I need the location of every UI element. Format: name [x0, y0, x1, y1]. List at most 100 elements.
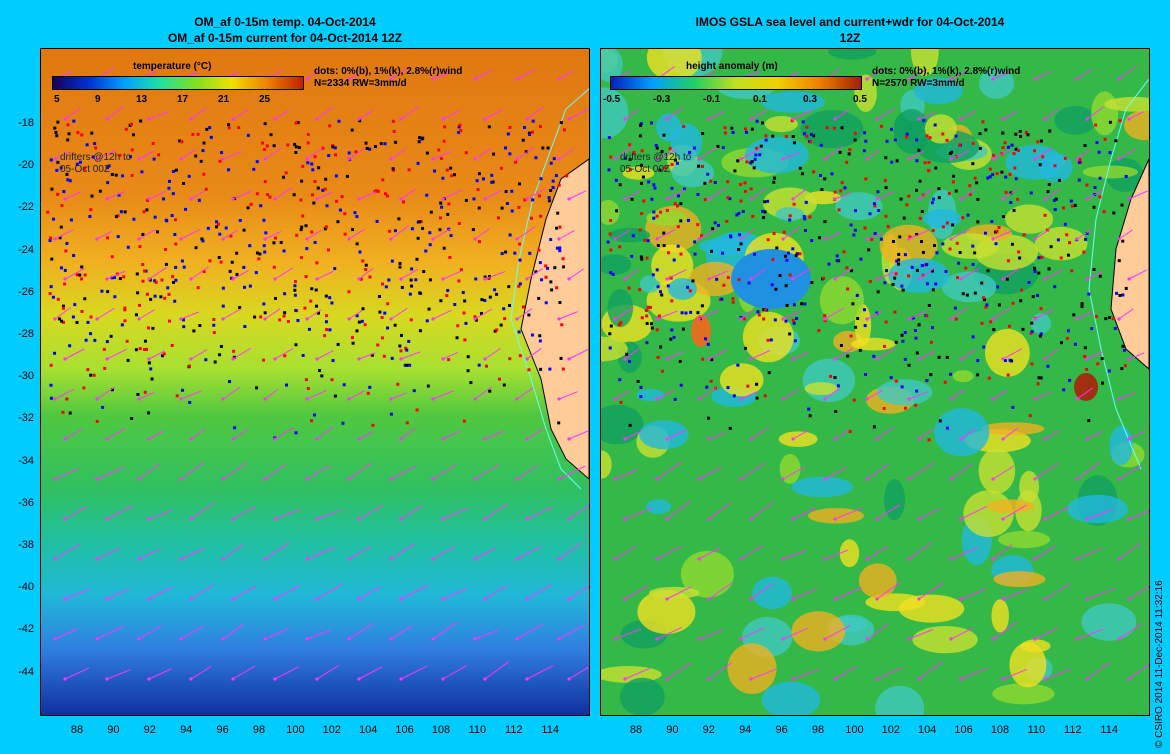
- drifter-dot: [830, 172, 834, 176]
- wind-vector-dot: [305, 317, 309, 321]
- drifter-dot: [618, 183, 622, 187]
- drifter-dot: [146, 198, 150, 202]
- drifter-dot: [429, 210, 433, 214]
- drifter-dot: [116, 214, 120, 218]
- drifter-dot: [202, 141, 206, 145]
- drifter-dot: [294, 121, 298, 125]
- drifter-dot: [1048, 129, 1052, 133]
- wind-vector: [180, 462, 204, 480]
- wind-vector-dot: [431, 237, 435, 241]
- drifter-dot: [63, 282, 67, 286]
- temperature-map[interactable]: [40, 48, 590, 716]
- drifter-dot: [80, 309, 84, 313]
- wind-vector: [792, 507, 817, 520]
- copyright-text: © CSIRO 2014 11-Dec-2014 11:32:16: [1154, 580, 1165, 748]
- drifter-dot: [929, 373, 933, 377]
- drifter-dot: [665, 208, 669, 212]
- drifter-dot: [1008, 324, 1012, 328]
- wind-vector-dot: [431, 157, 435, 161]
- drifter-dot: [518, 182, 522, 186]
- drifter-dot: [66, 178, 70, 182]
- wind-vector-dot: [991, 477, 995, 481]
- drifter-dot: [218, 159, 222, 163]
- drifter-dot: [713, 180, 717, 184]
- wind-vector-dot: [791, 517, 795, 521]
- drifter-dot: [784, 135, 788, 139]
- wind-vector-dot: [655, 557, 659, 561]
- wind-vector-dot: [1001, 197, 1005, 201]
- wind-vector: [148, 110, 170, 120]
- drifter-dot: [93, 338, 97, 342]
- drifter-dot: [927, 160, 931, 164]
- drifter-dot: [1112, 211, 1116, 215]
- wind-vector-dot: [917, 117, 921, 121]
- drifter-dot: [670, 186, 674, 190]
- drifter-dot: [342, 383, 346, 387]
- drifter-dot: [394, 140, 398, 144]
- drifter-dot: [558, 225, 562, 229]
- drifter-dot: [551, 186, 555, 190]
- drifter-dot: [677, 194, 681, 198]
- drifter-dot: [835, 254, 839, 258]
- drifter-dot: [246, 206, 250, 210]
- drifter-dot: [540, 278, 544, 282]
- drifter-dot: [138, 347, 142, 351]
- wind-vector: [834, 109, 850, 120]
- drifter-dot: [235, 251, 239, 255]
- ssh-anomaly-blob: [1074, 373, 1098, 401]
- drifter-dot: [721, 251, 725, 255]
- wind-vector: [792, 588, 817, 600]
- wind-vector: [400, 351, 421, 360]
- drifter-dot: [639, 255, 643, 259]
- drifter-dot: [1036, 140, 1040, 144]
- drifter-dot: [310, 419, 314, 423]
- drifter-dot: [1053, 208, 1057, 212]
- wind-vector: [624, 189, 642, 200]
- wind-vector-dot: [823, 317, 827, 321]
- drifter-dot: [1033, 270, 1037, 274]
- drifter-dot: [562, 128, 566, 132]
- drifter-dot: [933, 244, 937, 248]
- sea-level-map[interactable]: [600, 48, 1150, 716]
- drifter-dot: [518, 258, 522, 262]
- drifter-dot: [983, 298, 987, 302]
- wind-vector: [666, 189, 686, 200]
- drifter-dot: [162, 197, 166, 201]
- drifter-dot: [606, 240, 610, 244]
- drifter-dot: [843, 186, 847, 190]
- drifter-dot: [784, 284, 788, 288]
- wind-vector: [516, 464, 538, 480]
- drifter-dot: [1053, 164, 1057, 168]
- wind-vector: [950, 228, 971, 240]
- drifter-dot: [401, 200, 405, 204]
- drifter-dot: [707, 416, 711, 420]
- drifter-dot: [350, 336, 354, 340]
- drifter-dot: [1123, 364, 1127, 368]
- drifter-dot: [1037, 271, 1041, 275]
- drifter-dot: [447, 227, 451, 231]
- drifter-dot: [404, 346, 408, 350]
- wind-vector: [918, 428, 934, 440]
- drifter-dot: [353, 211, 357, 215]
- drifter-dot: [457, 221, 461, 225]
- drifter-dot: [194, 246, 198, 250]
- drifter-dot: [938, 419, 942, 423]
- wind-vector: [1034, 228, 1050, 240]
- drifter-dot: [518, 282, 522, 286]
- drifter-dot: [75, 162, 79, 166]
- drifter-dot: [840, 181, 844, 185]
- drifter-dot: [78, 160, 82, 164]
- wind-vector: [908, 542, 932, 560]
- drifter-dot: [293, 293, 297, 297]
- wind-vector-dot: [525, 677, 529, 681]
- drifter-dot: [187, 174, 191, 178]
- wind-vector-dot: [221, 157, 225, 161]
- drifter-dot: [630, 254, 634, 258]
- drifter-dot: [549, 280, 553, 284]
- drifter-dot: [538, 261, 542, 265]
- ssh-anomaly-blob: [875, 685, 925, 715]
- drifter-dot: [141, 232, 145, 236]
- drifter-dot: [487, 125, 491, 129]
- drifter-dot: [425, 151, 429, 155]
- wind-vector-dot: [1117, 317, 1121, 321]
